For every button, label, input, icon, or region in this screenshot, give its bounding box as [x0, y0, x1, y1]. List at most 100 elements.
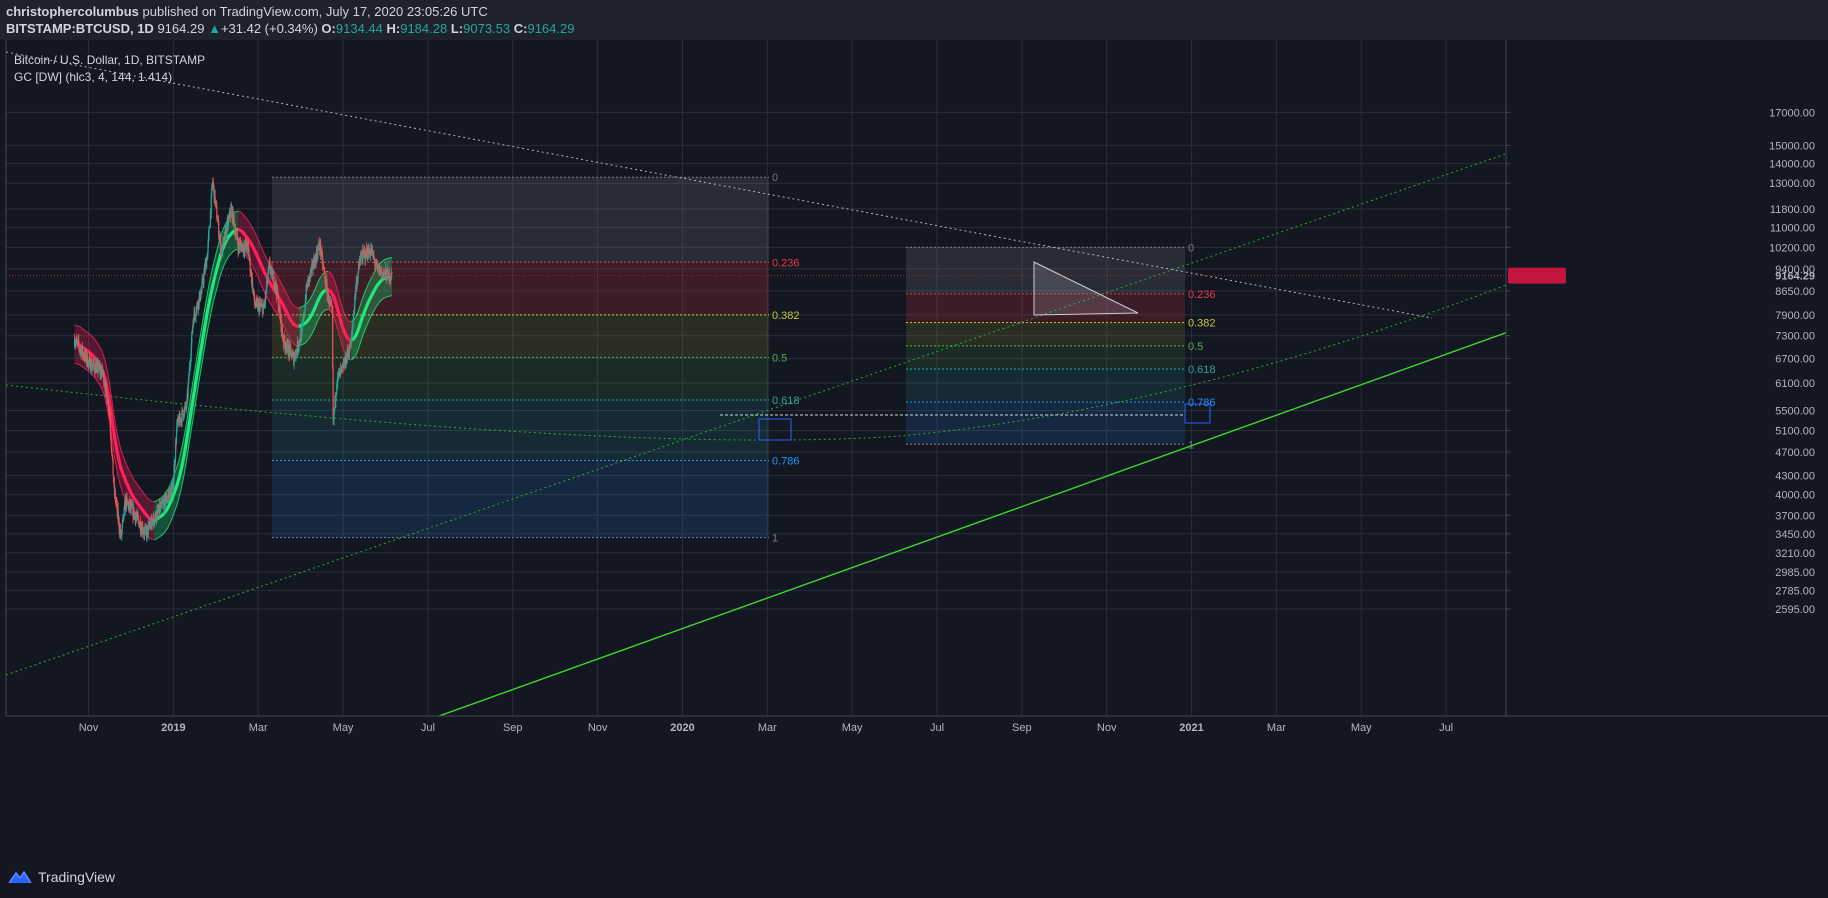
candle-body — [323, 266, 325, 270]
candle-body — [133, 507, 135, 518]
price-axis-label: 11800.00 — [1770, 204, 1815, 216]
candle-body — [159, 506, 161, 513]
price-axis-label: 2595.00 — [1775, 604, 1815, 616]
time-axis-label: Jul — [930, 722, 944, 734]
time-axis-label: May — [842, 722, 863, 734]
channel-fill-bullish — [351, 257, 392, 360]
candle-body — [335, 391, 337, 396]
candle-body — [112, 475, 115, 482]
candle-body — [330, 301, 332, 304]
channel-upper-band — [298, 270, 329, 309]
candle-body — [331, 304, 333, 307]
candle-body — [301, 327, 303, 329]
fib-label-highlight — [758, 418, 792, 441]
candle-body — [175, 442, 177, 459]
ascending-dotted-line — [5, 41, 1828, 676]
candle-body — [298, 340, 300, 347]
candle-body — [313, 259, 315, 267]
candle-body — [113, 481, 115, 483]
price-axis-label: 9400.00 — [1775, 264, 1815, 276]
candle-body — [190, 356, 192, 362]
candle-body — [206, 252, 209, 261]
candle-body — [361, 255, 363, 260]
candle-body — [196, 303, 198, 308]
candle-body — [248, 257, 250, 259]
candle-body — [312, 262, 314, 270]
candle-body — [327, 292, 330, 304]
candle-body — [284, 341, 286, 349]
candle-body — [215, 201, 217, 203]
candle-body — [389, 280, 391, 282]
price-axis-label: 7300.00 — [1775, 331, 1815, 343]
price-axis-label: 6100.00 — [1775, 378, 1815, 390]
candle-body — [208, 228, 211, 230]
candle-body — [74, 343, 76, 347]
candle-body — [270, 266, 273, 271]
tradingview-logo[interactable]: TradingView — [8, 869, 115, 885]
price-chart[interactable]: 0 0.236 0.382 0.5 0.618 0.786 1 0 0.236 0.382 0.5 0… — [0, 40, 1828, 863]
candle-body — [323, 269, 325, 273]
channel-lower-band — [154, 248, 239, 541]
candle-body — [147, 524, 149, 534]
candle-body — [164, 495, 167, 505]
candle-body — [309, 270, 312, 277]
candle-body — [128, 504, 130, 509]
candle-body — [202, 278, 204, 283]
candle-body — [161, 501, 163, 504]
candle-body — [115, 500, 117, 502]
candle-body — [186, 401, 188, 408]
publisher-name[interactable]: christophercolumbus — [6, 4, 139, 19]
candle-body — [305, 299, 307, 301]
candle-body — [114, 490, 116, 501]
candle-body — [381, 270, 383, 273]
candle-body — [357, 271, 359, 280]
candle-body — [199, 291, 201, 300]
candle-body — [108, 409, 110, 412]
candle-body — [95, 365, 97, 373]
candle-body — [104, 384, 106, 387]
candle-body — [297, 341, 299, 350]
candle-body — [315, 251, 318, 263]
candle-body — [194, 314, 196, 318]
candle-body — [182, 413, 185, 418]
candle-body — [186, 393, 188, 402]
candle-body — [244, 245, 246, 253]
candle-body — [228, 216, 230, 219]
candle-body — [200, 292, 202, 298]
candle-body — [304, 308, 306, 313]
candle-body — [85, 352, 87, 362]
candle-body — [277, 296, 280, 311]
symbol-info: BITSTAMP:BTCUSD, 1D 9164.29 ▲+31.42 (+0.… — [6, 21, 574, 36]
candle-body — [211, 188, 213, 195]
candle-body — [353, 305, 356, 314]
candle-body — [240, 242, 242, 246]
candle-body — [80, 350, 83, 356]
candle-body — [93, 360, 95, 366]
candle-body — [326, 284, 328, 298]
candle-body — [167, 495, 169, 499]
candle-body — [250, 271, 253, 284]
candle-body — [119, 529, 122, 536]
candle-body — [299, 340, 301, 343]
candle-body — [268, 266, 270, 269]
published-text: published on TradingView.com, July 17, 2… — [142, 4, 488, 19]
candle-body — [389, 277, 392, 279]
time-axis-label: Nov — [588, 722, 608, 734]
price-axis-label: 3210.00 — [1775, 548, 1815, 560]
time-axis-label: May — [333, 722, 354, 734]
candle-body — [192, 325, 194, 333]
candle-body — [260, 304, 262, 306]
candle-body — [121, 522, 123, 530]
candle-body — [281, 324, 283, 333]
candle-body — [121, 529, 123, 535]
candle-body — [245, 242, 248, 249]
candle-body — [189, 361, 192, 365]
candle-body — [264, 292, 267, 303]
candle-body — [288, 344, 290, 356]
channel-center-line — [298, 288, 329, 328]
candle-body — [326, 295, 329, 298]
candlestick-series — [74, 177, 393, 542]
candle-body — [206, 258, 208, 268]
candle-body — [200, 289, 203, 293]
candle-body — [282, 332, 284, 339]
